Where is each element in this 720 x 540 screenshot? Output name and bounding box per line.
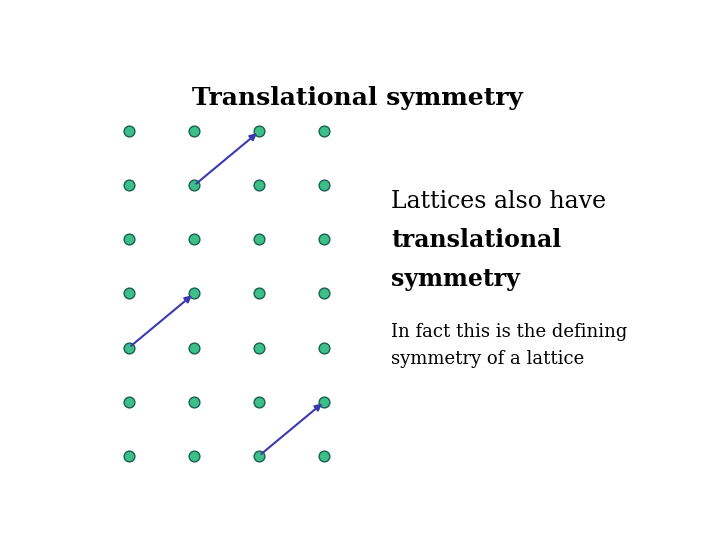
Text: Lattices also have: Lattices also have [392, 190, 606, 213]
Point [253, 451, 265, 460]
Point [253, 343, 265, 352]
Point [253, 235, 265, 244]
Point [123, 127, 135, 136]
Point [318, 343, 330, 352]
Point [123, 235, 135, 244]
Point [189, 289, 200, 298]
Point [253, 127, 265, 136]
Point [123, 397, 135, 406]
Text: Translational symmetry: Translational symmetry [192, 85, 523, 110]
Point [318, 397, 330, 406]
Point [189, 235, 200, 244]
Point [318, 289, 330, 298]
Point [189, 451, 200, 460]
Text: translational: translational [392, 228, 562, 252]
Point [123, 289, 135, 298]
Point [253, 397, 265, 406]
Point [123, 343, 135, 352]
Point [189, 181, 200, 190]
Point [123, 181, 135, 190]
Point [189, 127, 200, 136]
Point [189, 343, 200, 352]
Point [318, 235, 330, 244]
Text: symmetry of a lattice: symmetry of a lattice [392, 349, 585, 368]
Point [253, 181, 265, 190]
Point [318, 451, 330, 460]
Point [253, 289, 265, 298]
Point [318, 181, 330, 190]
Point [123, 451, 135, 460]
Point [318, 127, 330, 136]
Text: symmetry: symmetry [392, 267, 520, 291]
Text: In fact this is the defining: In fact this is the defining [392, 322, 628, 341]
Point [189, 397, 200, 406]
